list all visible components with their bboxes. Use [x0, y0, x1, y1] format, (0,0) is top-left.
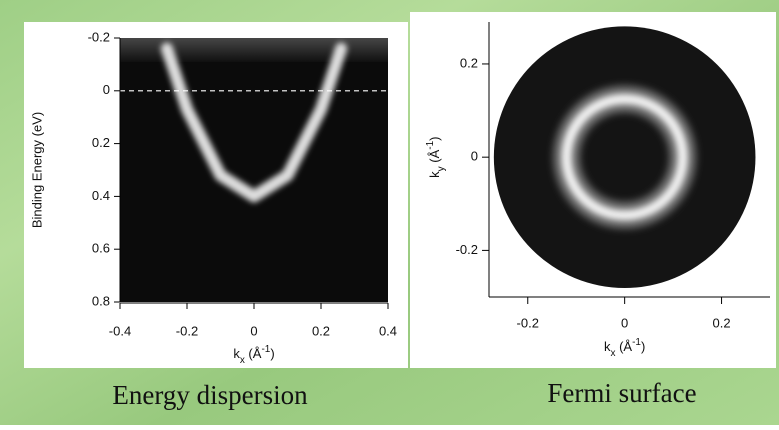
label-part: -1	[425, 140, 436, 149]
x-tick-label: 0.2	[713, 315, 731, 330]
label-part: )	[427, 136, 442, 140]
y-tick-label: 0.6	[92, 241, 110, 256]
label-part: -1	[632, 337, 641, 348]
fermi-ring	[561, 94, 688, 221]
x-tick-label: -0.2	[517, 315, 539, 330]
image-background	[120, 38, 388, 302]
caption: Fermi surface	[547, 378, 696, 408]
y-tick-label: -0.2	[88, 29, 110, 44]
x-tick-label: -0.4	[109, 323, 131, 338]
y-tick-label: 0	[103, 82, 110, 97]
label-part: (Å	[245, 346, 262, 361]
label-part: )	[641, 339, 645, 354]
x-tick-label: 0.2	[312, 323, 330, 338]
y-tick-label: 0.8	[92, 293, 110, 308]
y-tick-label: 0.2	[92, 135, 110, 150]
label-part: (Å	[427, 149, 442, 166]
label-part: y	[436, 166, 447, 171]
label-part: k	[604, 339, 611, 354]
label-part: -1	[261, 344, 270, 355]
label-part: (Å	[615, 339, 632, 354]
y-tick-label: -0.2	[456, 242, 478, 257]
y-tick-label: 0	[471, 149, 478, 164]
noise-band	[120, 38, 388, 62]
y-axis-label: Binding Energy (eV)	[29, 112, 44, 228]
label-part: )	[270, 346, 274, 361]
y-axis-label: ky (Å-1)	[425, 136, 447, 177]
label-part: k	[233, 346, 240, 361]
x-axis-label: kx (Å-1)	[233, 344, 274, 366]
y-tick-label: 0.2	[460, 55, 478, 70]
x-axis-label: kx (Å-1)	[604, 337, 645, 359]
label-part: x	[240, 355, 245, 366]
x-tick-label: 0.4	[379, 323, 397, 338]
label-part: k	[427, 171, 442, 178]
y-tick-label: 0.4	[92, 188, 110, 203]
band	[160, 42, 348, 203]
caption: Energy dispersion	[112, 380, 308, 410]
x-tick-label: 0	[250, 323, 257, 338]
x-tick-label: -0.2	[176, 323, 198, 338]
x-tick-label: 0	[621, 315, 628, 330]
label-part: x	[610, 348, 615, 359]
fermi-disk	[493, 26, 756, 288]
